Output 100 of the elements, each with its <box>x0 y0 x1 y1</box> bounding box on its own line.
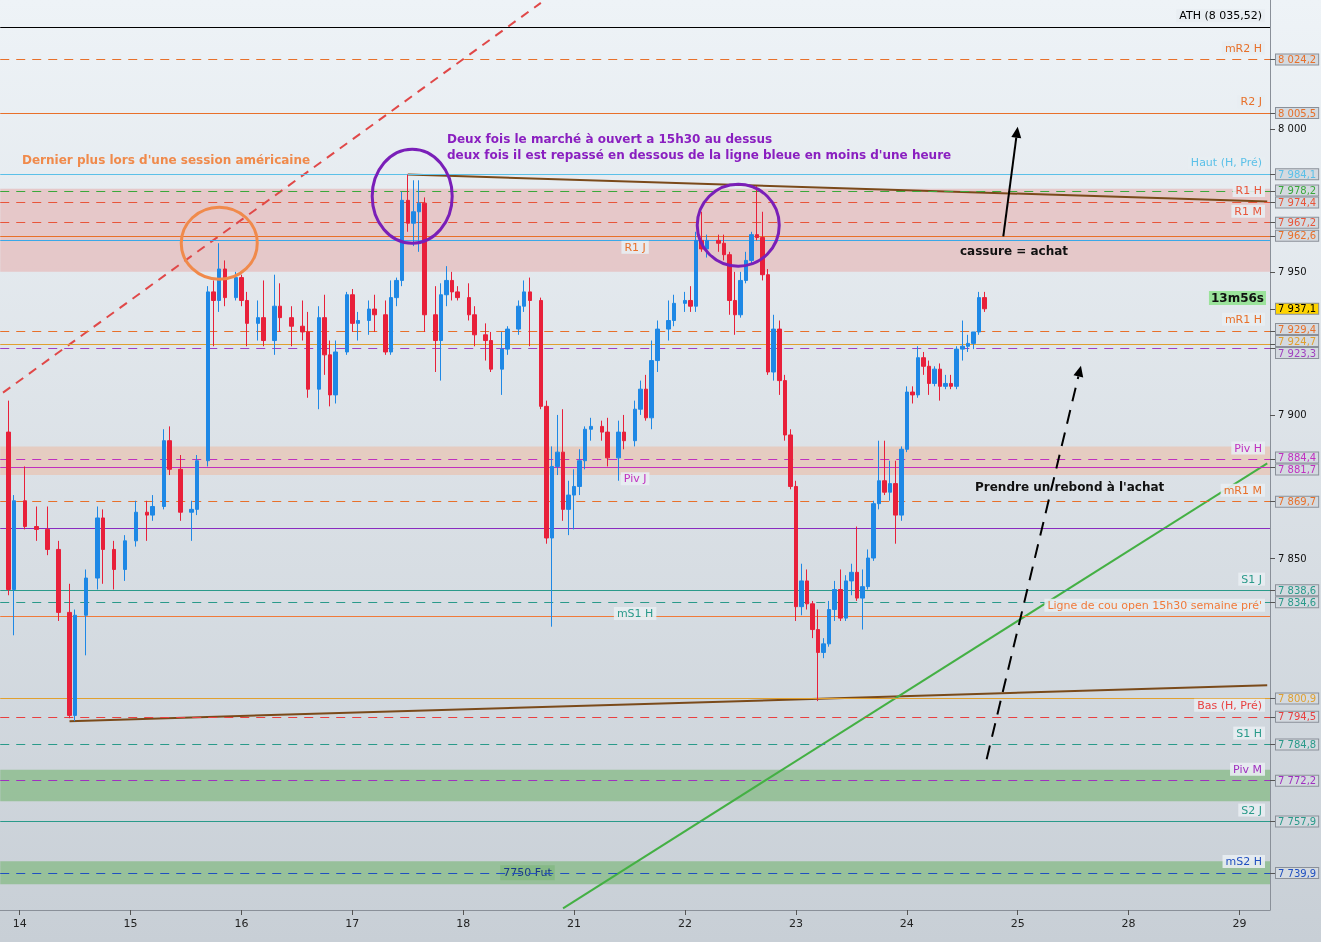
ref-line-label: mS2 H <box>1225 855 1262 869</box>
y-tick-label: 8 024,2 <box>1278 54 1317 66</box>
ref-line-label: Bas (H, Pré) <box>1197 698 1262 712</box>
candlestick <box>372 294 377 333</box>
candlestick <box>938 362 942 402</box>
y-tick-label: 7 884,4 <box>1278 451 1317 463</box>
ref-line-label: mR2 H <box>1224 41 1262 55</box>
candlestick <box>589 417 593 442</box>
y-tick-label: 7 978,2 <box>1278 185 1317 197</box>
candlestick <box>112 540 116 590</box>
ref-line-label: S1 H <box>1236 726 1262 740</box>
candlestick <box>406 174 410 233</box>
candlestick <box>838 568 843 622</box>
candlestick <box>561 408 565 522</box>
y-tick-label: 7 881,7 <box>1278 463 1317 475</box>
candlestick <box>982 291 987 313</box>
candlestick <box>893 460 898 545</box>
annotation: Dernier plus lors d'une session américaine <box>22 153 311 167</box>
x-tick-label: 15 <box>123 917 138 930</box>
candlestick <box>101 508 105 585</box>
candlestick <box>67 583 72 719</box>
candlestick <box>278 282 282 333</box>
ref-line-label: S2 J <box>1241 803 1262 817</box>
annotation: cassure = achat <box>960 244 1069 258</box>
ref-line-label: mS1 H <box>616 607 654 621</box>
candlestick <box>217 242 221 313</box>
candlestick <box>694 231 698 313</box>
candlestick <box>12 494 16 636</box>
candlestick <box>528 277 532 347</box>
candlestick <box>73 609 77 722</box>
ref-line-label: Ligne de cou open 15h30 semaine pré' <box>1047 598 1262 612</box>
y-tick-label: 7 784,8 <box>1278 739 1317 751</box>
candlestick <box>932 365 937 387</box>
x-tick-label: 17 <box>345 917 360 930</box>
annotation: 13m56s <box>1210 291 1264 305</box>
candlestick <box>855 526 859 602</box>
candlestick <box>123 534 127 582</box>
x-tick-label: 14 <box>12 917 27 930</box>
y-tick-label: 8 005,5 <box>1278 107 1317 119</box>
ref-line-label: R1 J <box>624 240 646 254</box>
candlestick <box>45 506 50 556</box>
candlestick <box>888 460 892 502</box>
candlestick <box>272 274 277 356</box>
y-tick-label: 7 967,2 <box>1278 217 1317 229</box>
candlestick <box>145 500 149 542</box>
y-tick-label: 7 739,9 <box>1278 867 1317 879</box>
ref-line-label: Haut (H, Pré) <box>1190 156 1262 170</box>
candlestick <box>350 288 355 333</box>
candlestick <box>211 279 216 347</box>
candlestick <box>345 291 349 356</box>
x-tick-label: 16 <box>234 917 249 930</box>
y-tick-label: 7 937,1 <box>1278 303 1317 315</box>
annotation: Prendre un rebond à l'achat <box>975 480 1165 494</box>
candlestick <box>916 345 920 399</box>
candlestick <box>289 305 294 347</box>
x-tick-label: 22 <box>678 917 693 930</box>
x-tick-label: 25 <box>1010 917 1025 930</box>
annotation: deux fois il est repassé en dessous de la ligne bleue en moins d'une heure <box>447 148 952 162</box>
candlestick <box>882 440 887 496</box>
candlestick <box>383 299 388 356</box>
candlestick <box>622 414 626 450</box>
y-tick-label: 7 984,1 <box>1278 168 1317 180</box>
ref-line-label: Piv M <box>1233 762 1262 776</box>
candlestick <box>178 454 183 522</box>
candlestick <box>150 494 155 522</box>
candlestick <box>6 400 11 596</box>
y-tick-label: 7 950 <box>1278 266 1307 278</box>
candlestick <box>705 234 709 259</box>
candlestick <box>256 299 260 342</box>
ref-line-label: R1 H <box>1235 184 1262 198</box>
y-tick-label: 7 929,4 <box>1278 323 1317 335</box>
candlestick <box>261 279 266 347</box>
y-tick-label: 7 850 <box>1278 552 1307 564</box>
candlestick <box>333 340 338 404</box>
x-tick-label: 18 <box>456 917 471 930</box>
y-tick-label: 7 838,6 <box>1278 584 1317 596</box>
y-tick-label: 7 923,3 <box>1278 347 1317 359</box>
y-tick-label: 7 757,9 <box>1278 816 1317 828</box>
y-tick-label: 8 000 <box>1278 123 1307 135</box>
ref-line-label: mR1 M <box>1223 483 1262 497</box>
y-tick-label: 7 900 <box>1278 409 1307 421</box>
y-tick-label: 7 924,7 <box>1278 335 1317 347</box>
ref-line-label: Piv H <box>1234 441 1262 455</box>
ref-line-label: Piv J <box>623 472 647 486</box>
candlestick <box>616 420 621 482</box>
candlestick <box>167 425 172 476</box>
candlestick <box>234 271 238 301</box>
y-tick-label: 7 962,6 <box>1278 230 1317 242</box>
ref-line-label: R2 J <box>1240 95 1262 109</box>
y-tick-label: 7 974,4 <box>1278 197 1317 209</box>
candlestick <box>949 374 953 390</box>
annotation: Deux fois le marché à ouvert a 15h30 au dessus <box>447 132 773 146</box>
candlestick <box>134 500 138 548</box>
candlestick <box>34 506 39 542</box>
candlestick <box>356 311 360 342</box>
candlestick <box>223 259 227 307</box>
candlestick <box>84 568 88 656</box>
candlestick <box>688 285 693 313</box>
x-tick-label: 23 <box>788 917 803 930</box>
y-tick-label: 7 869,7 <box>1278 496 1317 508</box>
